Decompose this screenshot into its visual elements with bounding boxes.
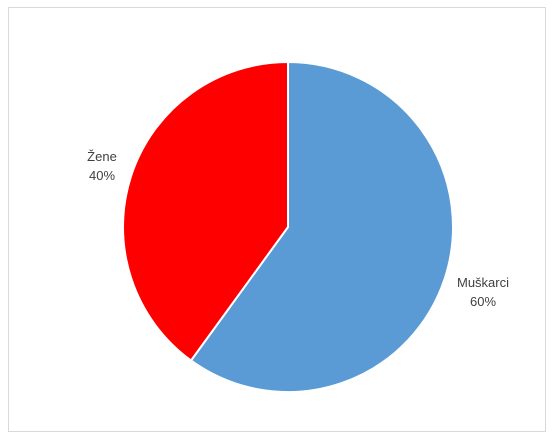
- pie-slices: [122, 60, 454, 393]
- data-label-muskarci-percent: 60%: [470, 294, 496, 309]
- data-label-zene-percent: 40%: [89, 168, 115, 183]
- pie-slice--ene: [122, 60, 289, 362]
- data-label-zene-name: Žene: [87, 149, 117, 164]
- data-label-muskarci-name: Muškarci: [457, 275, 509, 290]
- pie-slice-mu-karci: [189, 60, 454, 393]
- data-labels: Muškarci 60% Žene 40%: [87, 149, 509, 309]
